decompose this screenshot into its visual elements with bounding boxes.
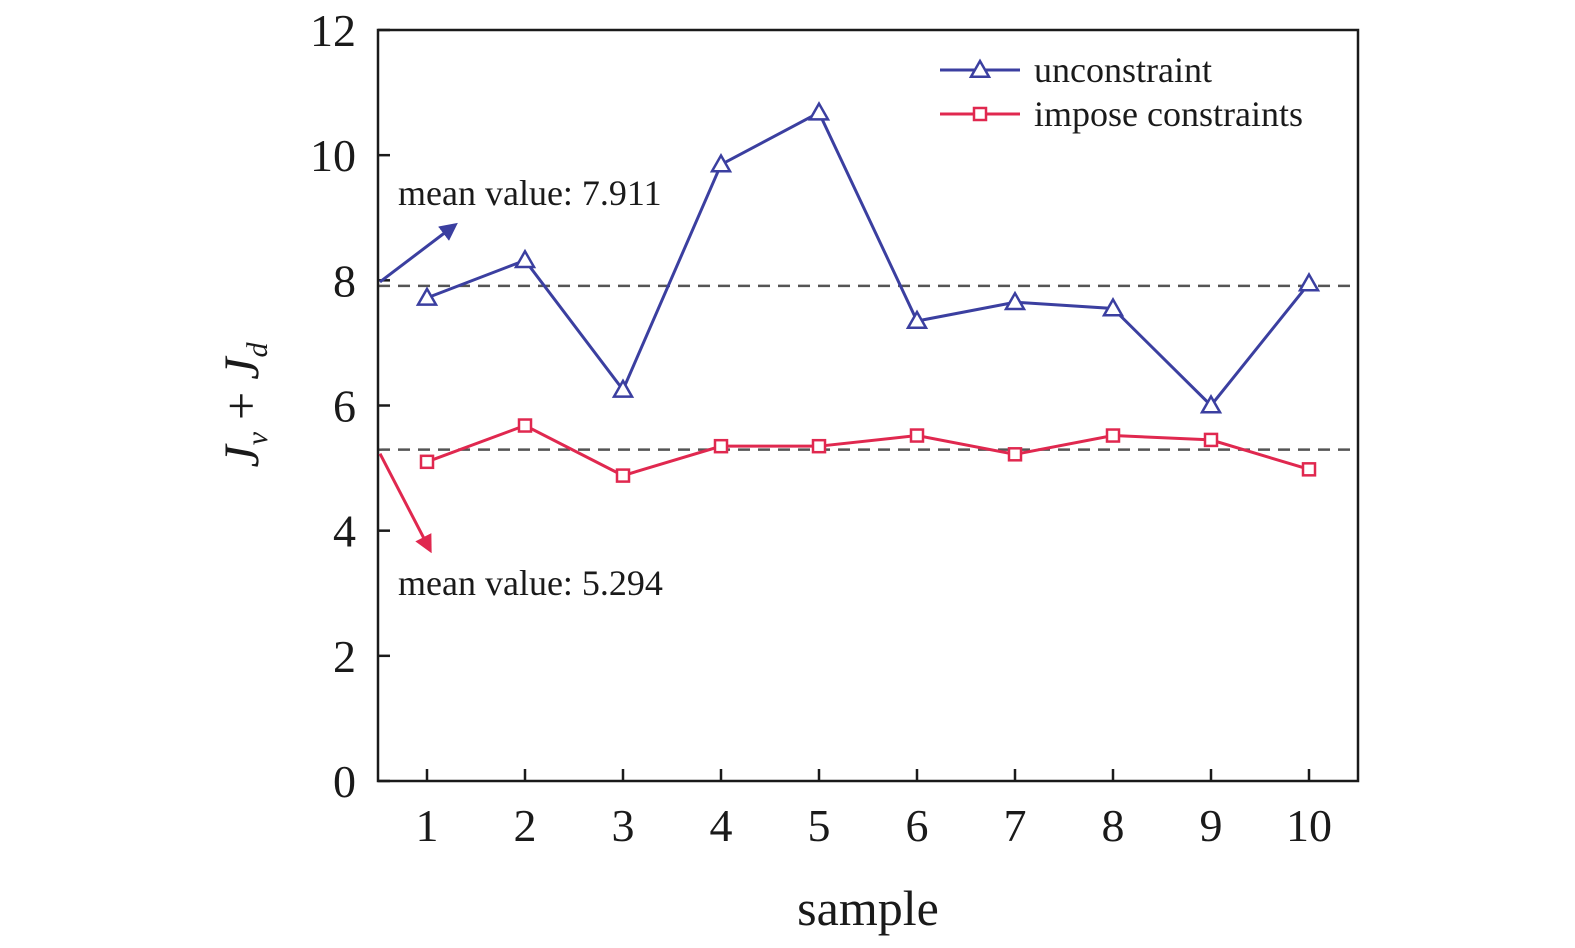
series-line-unconstraint (426, 110, 1311, 408)
chart-marks (378, 101, 1358, 483)
y-tick-label-0: 0 (333, 756, 356, 807)
mean-label-unconstraint: mean value: 7.911 (398, 173, 662, 213)
data-point-unconstraint-4 (709, 153, 733, 173)
data-point-impose-constraints-2 (517, 418, 533, 433)
data-point-impose-constraints-10 (1301, 462, 1317, 477)
x-tick-label-3: 3 (612, 800, 635, 851)
x-tick-label-10: 10 (1286, 800, 1332, 851)
y-axis-title-sub1: v (241, 431, 274, 445)
x-tick-label-5: 5 (808, 800, 831, 851)
x-tick-label-2: 2 (514, 800, 537, 851)
x-tick-label-4: 4 (710, 800, 733, 851)
legend-label-impose-constraints: impose constraints (1034, 94, 1303, 134)
data-point-impose-constraints-8 (1105, 428, 1121, 443)
y-tick-label-12: 12 (310, 5, 356, 56)
mean-arrow-impose-constraints (378, 452, 432, 554)
legend-marker-impose-constraints (972, 106, 988, 122)
y-axis-title-j1: J (213, 442, 269, 467)
data-point-impose-constraints-4 (713, 438, 729, 454)
data-point-impose-constraints-9 (1203, 432, 1219, 448)
data-point-unconstraint-2 (513, 248, 537, 269)
y-tick-label-4: 4 (333, 506, 356, 557)
legend-label-unconstraint: unconstraint (1034, 50, 1212, 90)
x-tick-label-9: 9 (1200, 800, 1223, 851)
data-point-impose-constraints-7 (1007, 447, 1023, 462)
mean-label-impose-constraints: mean value: 5.294 (398, 563, 663, 603)
data-point-unconstraint-5 (807, 101, 831, 121)
y-axis-title-j2: J (213, 355, 269, 380)
y-tick-label-6: 6 (333, 381, 356, 432)
data-point-impose-constraints-6 (909, 428, 925, 443)
data-point-impose-constraints-3 (615, 468, 631, 483)
x-axis-title: sample (797, 880, 939, 936)
data-point-unconstraint-10 (1297, 271, 1321, 292)
series-line-impose-constraints (426, 423, 1310, 478)
y-tick-label-8: 8 (333, 255, 356, 306)
y-axis-title-operator: + (213, 392, 269, 420)
x-tick-label-1: 1 (416, 800, 439, 851)
legend-marker-unconstraint (968, 58, 992, 78)
data-point-unconstraint-1 (415, 286, 439, 306)
data-point-unconstraint-8 (1101, 296, 1125, 317)
mean-arrow-unconstraint (379, 222, 458, 284)
y-tick-label-10: 10 (310, 130, 356, 181)
data-point-unconstraint-9 (1199, 393, 1223, 414)
data-point-impose-constraints-5 (811, 438, 827, 454)
mean-annotations: mean value: 7.911 mean value: 5.294 (378, 173, 663, 603)
x-tick-label-6: 6 (906, 800, 929, 851)
y-tick-label-2: 2 (333, 631, 356, 682)
data-point-unconstraint-6 (905, 309, 929, 330)
y-axis-title: Jv + Jd (213, 342, 274, 468)
data-point-unconstraint-7 (1003, 290, 1027, 311)
x-tick-label-8: 8 (1102, 800, 1125, 851)
data-point-impose-constraints-1 (419, 454, 435, 470)
data-point-unconstraint-3 (611, 378, 635, 398)
y-axis-title-sub2: d (241, 342, 274, 358)
x-tick-label-7: 7 (1004, 800, 1027, 851)
